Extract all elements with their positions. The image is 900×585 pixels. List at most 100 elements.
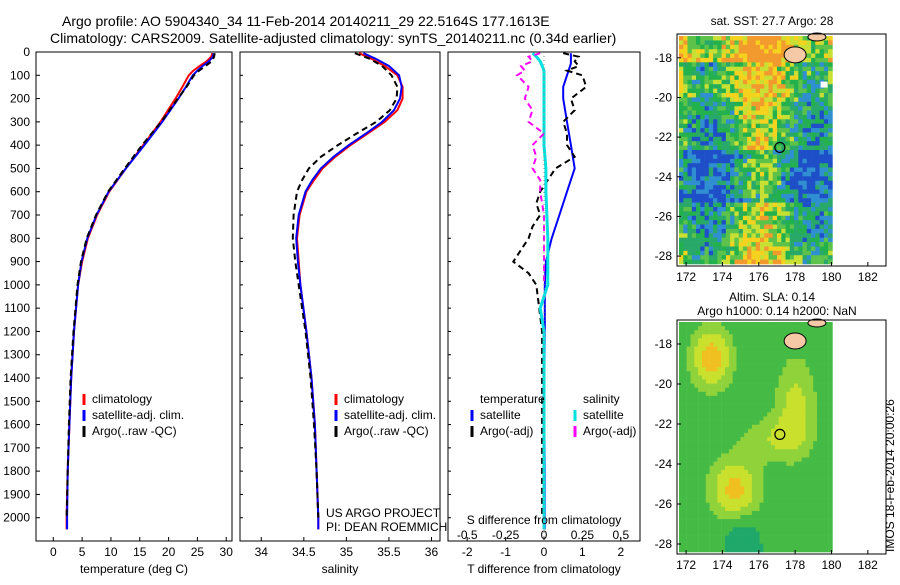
sla-cell: [767, 469, 772, 475]
x-tick-label: -2: [462, 545, 473, 559]
sla-cell: [682, 527, 687, 532]
sst-cell: [760, 198, 765, 203]
sst-cell: [768, 53, 774, 59]
sst-cell: [815, 97, 820, 103]
sst-cell: [708, 167, 714, 173]
sst-cell: [708, 110, 714, 116]
sst-cell: [751, 158, 756, 164]
sla-cell: [717, 412, 722, 417]
sst-cell: [823, 255, 829, 260]
sst-cell: [755, 202, 761, 208]
sla-cell: [702, 478, 707, 483]
sst-cell: [687, 237, 693, 243]
sst-cell: [764, 237, 769, 243]
sla-cell: [828, 461, 833, 466]
sst-cell: [781, 88, 786, 94]
sla-cell: [702, 453, 707, 458]
sla-cell: [782, 539, 787, 545]
sst-cell: [777, 211, 782, 217]
sla-cell: [755, 375, 760, 380]
sla-cell: [805, 469, 810, 475]
sla-cell: [794, 490, 799, 495]
sst-cell: [768, 233, 774, 238]
sst-cell: [691, 255, 697, 260]
sla-cell: [767, 379, 772, 384]
sla-cell: [790, 395, 795, 401]
sla-cell: [679, 523, 684, 528]
sla-cell: [709, 346, 714, 351]
sla-cell: [690, 527, 695, 532]
sst-cell: [700, 88, 705, 94]
sla-cell: [824, 465, 829, 471]
sla-cell: [713, 523, 718, 528]
sla-cell: [786, 523, 791, 528]
sla-cell: [702, 367, 707, 372]
sla-cell: [721, 547, 726, 553]
sla-cell: [771, 428, 776, 434]
sst-cell: [683, 136, 688, 142]
sla-cell: [786, 486, 791, 491]
lat-tick-label: -26: [655, 497, 673, 511]
sla-cell: [713, 367, 718, 372]
sla-cell: [686, 519, 691, 524]
sla-cell: [755, 342, 760, 347]
sla-cell: [778, 354, 783, 360]
sla-cell: [744, 478, 749, 483]
sst-cell: [687, 62, 693, 67]
sla-cell: [725, 445, 730, 450]
sst-cell: [717, 150, 722, 155]
sla-cell: [698, 354, 703, 360]
sst-cell: [755, 136, 761, 142]
sla-cell: [751, 441, 756, 446]
sst-cell: [764, 167, 769, 173]
sst-cell: [679, 228, 684, 234]
sla-cell: [824, 338, 829, 343]
sst-cell: [789, 176, 795, 181]
sla-cell: [786, 322, 791, 327]
sst-cell: [811, 202, 816, 208]
sla-cell: [679, 531, 684, 536]
sst-cell: [687, 79, 693, 85]
sla-cell: [828, 367, 833, 372]
sla-cell: [790, 383, 795, 388]
sla-cell: [797, 531, 802, 536]
sst-cell: [725, 246, 731, 252]
sla-cell: [813, 354, 818, 360]
sla-cell: [709, 502, 714, 508]
sla-cell: [782, 474, 787, 479]
sla-cell: [748, 424, 753, 430]
sst-cell: [721, 250, 727, 256]
sla-cell: [817, 465, 822, 471]
sla-cell: [713, 408, 718, 413]
sla-cell: [797, 395, 802, 401]
sst-cell: [815, 136, 820, 142]
sst-cell: [751, 233, 756, 238]
sst-cell: [815, 75, 820, 81]
sst-cell: [717, 40, 722, 46]
sla-cell: [732, 330, 737, 335]
sla-cell: [767, 445, 772, 450]
x-tick-label: 30: [220, 545, 234, 559]
sst-cell: [687, 53, 693, 59]
sla-cell: [786, 445, 791, 450]
sla-cell: [740, 527, 745, 532]
sla-cell: [698, 350, 703, 356]
sla-cell: [728, 519, 733, 524]
sla-cell: [820, 338, 825, 343]
sst-cell: [725, 136, 731, 142]
sst-cell: [725, 242, 731, 247]
sla-cell: [728, 441, 733, 446]
sst-cell: [696, 106, 701, 111]
sst-cell: [687, 88, 693, 94]
sla-cell: [732, 338, 737, 343]
sst-cell: [819, 40, 825, 46]
sst-cell: [725, 202, 731, 208]
sst-cell: [768, 158, 774, 164]
sla-cell: [740, 543, 745, 549]
sst-cell: [751, 250, 756, 256]
sla-cell: [797, 539, 802, 545]
sla-cell: [801, 457, 806, 462]
sst-cell: [696, 44, 701, 50]
sst-cell: [704, 66, 710, 72]
sst-cell: [760, 215, 765, 221]
